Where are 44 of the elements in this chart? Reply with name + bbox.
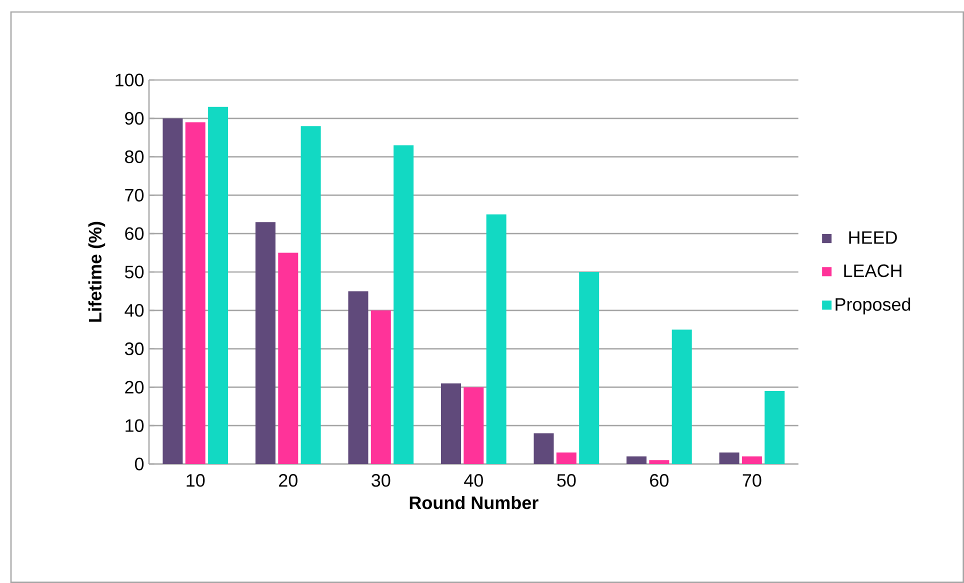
y-tick-label: 30 (124, 342, 144, 356)
legend-label: LEACH (844, 264, 902, 278)
y-tick-label: 90 (125, 112, 144, 125)
x-tick-label: 30 (372, 474, 390, 487)
bar (764, 391, 785, 464)
x-tick-label: 10 (186, 474, 205, 487)
y-tick-label: 50 (124, 266, 144, 278)
y-axis-title: Lifetime (%) (88, 222, 106, 322)
bar (441, 383, 462, 464)
x-tick-label: 60 (650, 474, 668, 487)
y-tick-label: 10 (126, 419, 144, 432)
bar (579, 272, 600, 464)
bar (255, 222, 276, 464)
bar (370, 310, 391, 464)
bar (719, 452, 740, 464)
x-tick-label: 20 (279, 474, 298, 487)
y-tick-label: 0 (134, 458, 144, 470)
y-tick-label: 20 (125, 380, 144, 394)
y-tick-label: 70 (125, 188, 144, 202)
x-tick-label: 50 (557, 474, 576, 487)
y-tick-label: 100 (116, 74, 144, 86)
bar (534, 433, 554, 464)
y-tick-label: 40 (124, 304, 144, 317)
bar (394, 145, 414, 464)
bar (742, 456, 762, 464)
bar (464, 387, 484, 464)
bar (672, 330, 692, 464)
bar (278, 252, 298, 464)
x-tick-label: 70 (742, 474, 762, 487)
bar (649, 460, 670, 464)
bar (486, 214, 506, 464)
bar (300, 126, 321, 464)
legend-label: HEED (849, 231, 897, 244)
x-axis-title: Round Number (410, 496, 538, 510)
bar (348, 291, 368, 464)
y-tick-label: 80 (125, 150, 144, 164)
y-tick-label: 60 (125, 227, 144, 240)
bar (162, 118, 183, 464)
bar (185, 122, 206, 464)
bar (556, 452, 576, 464)
x-tick-label: 40 (464, 474, 483, 487)
bar (626, 456, 647, 464)
bar (208, 106, 228, 464)
legend-label: Proposed (836, 298, 910, 314)
